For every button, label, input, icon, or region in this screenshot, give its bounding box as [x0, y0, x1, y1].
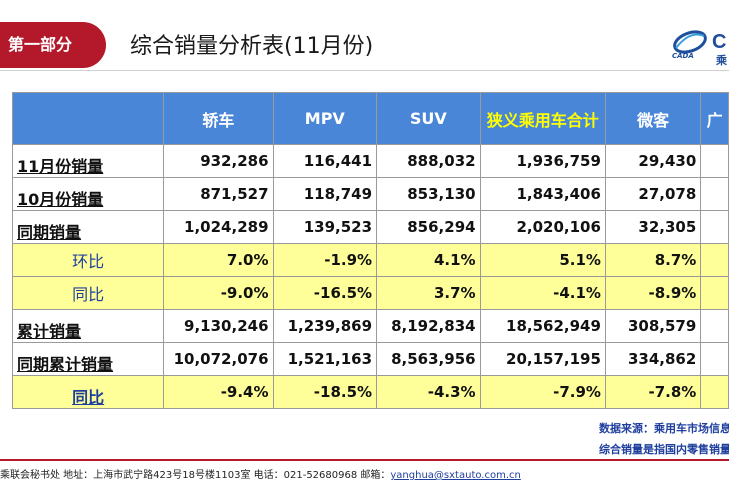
row-label: 同期累计销量 — [11, 342, 165, 376]
page-title: 综合销量分析表(11月份) — [130, 34, 374, 59]
table-cell — [700, 276, 729, 310]
table-cell: 20,157,195 — [479, 342, 606, 376]
table-cell: 2,020,106 — [479, 210, 606, 244]
header-cell-sedan: 轿车 — [163, 92, 274, 145]
sales-analysis-table: 轿车 MPV SUV 狭义乘用车合计 微客 广 11月份销量 932,286 1… — [11, 92, 729, 409]
table-cell: -7.8% — [604, 375, 702, 409]
table-cell: 116,441 — [272, 144, 378, 178]
logo-text: CADA — [672, 52, 694, 60]
table-cell — [700, 375, 729, 409]
row-label: 10月份销量 — [11, 177, 165, 211]
table-cell: 29,430 — [604, 144, 702, 178]
table-cell — [700, 144, 729, 178]
logo-swoosh-icon: C — [673, 30, 726, 54]
table-cell: 8.7% — [604, 243, 702, 277]
row-label: 同比 — [11, 276, 165, 310]
definition-note: 综合销量是指国内零售销量 — [599, 443, 729, 456]
table-cell: 8,192,834 — [376, 309, 481, 343]
row-label: 同期销量 — [11, 210, 165, 244]
table-cell: 139,523 — [272, 210, 378, 244]
table-cell: 853,130 — [376, 177, 481, 211]
table-cell: -9.0% — [163, 276, 274, 310]
header-cell-minivan: 微客 — [604, 92, 702, 145]
footer-address: 乘联会秘书处 地址：上海市武宁路423号18号楼1103室 电话：021-526… — [0, 470, 391, 481]
header-cell-cut: 广 — [700, 92, 729, 145]
row-label: 环比 — [11, 243, 165, 277]
cpca-logo: C CADA 乘 — [668, 26, 729, 68]
table-cell: -18.5% — [272, 375, 378, 409]
svg-text:C: C — [712, 31, 726, 53]
row-label: 累计销量 — [11, 309, 165, 343]
section-tab: 第一部分 — [0, 22, 106, 68]
row-label: 11月份销量 — [11, 144, 165, 178]
table-cell: 1,936,759 — [479, 144, 606, 178]
table-row: 10月份销量 871,527 118,749 853,130 1,843,406… — [11, 177, 729, 211]
table-cell — [700, 210, 729, 244]
table-cell: 1,843,406 — [479, 177, 606, 211]
table-cell: 32,305 — [604, 210, 702, 244]
table-cell — [700, 243, 729, 277]
table-cell: 5.1% — [479, 243, 606, 277]
footer: 乘联会秘书处 地址：上海市武宁路423号18号楼1103室 电话：021-526… — [0, 466, 521, 481]
table-cell: 18,562,949 — [479, 309, 606, 343]
logo-cn-text: 乘 — [716, 54, 727, 67]
table-cell: 932,286 — [163, 144, 274, 178]
table-row: 环比 7.0% -1.9% 4.1% 5.1% 8.7% — [11, 243, 729, 277]
table-cell: 7.0% — [163, 243, 274, 277]
table-header-row: 轿车 MPV SUV 狭义乘用车合计 微客 广 — [11, 92, 729, 145]
table-cell — [700, 342, 729, 376]
table-row: 累计销量 9,130,246 1,239,869 8,192,834 18,56… — [11, 309, 729, 343]
table-cell: 856,294 — [376, 210, 481, 244]
table-row: 11月份销量 932,286 116,441 888,032 1,936,759… — [11, 144, 729, 178]
table-cell — [700, 177, 729, 211]
table-cell: 1,024,289 — [163, 210, 274, 244]
header-divider — [0, 70, 729, 71]
row-label: 同比 — [11, 375, 165, 409]
table-cell — [700, 309, 729, 343]
table-cell: -1.9% — [272, 243, 378, 277]
table-cell: 9,130,246 — [163, 309, 274, 343]
table-cell: 334,862 — [604, 342, 702, 376]
source-note: 数据来源：乘用车市场信息 — [599, 422, 729, 435]
table-cell: 1,239,869 — [272, 309, 378, 343]
table-cell: 4.1% — [376, 243, 481, 277]
header-cell-total: 狭义乘用车合计 — [479, 92, 606, 145]
footer-email-link[interactable]: yanghua@sxtauto.com.cn — [390, 470, 521, 481]
table-cell: 10,072,076 — [163, 342, 274, 376]
table-cell: 1,521,163 — [272, 342, 378, 376]
table-cell: 118,749 — [272, 177, 378, 211]
header-cell-mpv: MPV — [272, 92, 378, 145]
table-cell: -4.1% — [479, 276, 606, 310]
table-cell: -8.9% — [604, 276, 702, 310]
footer-divider — [0, 459, 729, 461]
table-cell: 8,563,956 — [376, 342, 481, 376]
table-cell: 3.7% — [376, 276, 481, 310]
table-cell: 888,032 — [376, 144, 481, 178]
table-row: 同期销量 1,024,289 139,523 856,294 2,020,106… — [11, 210, 729, 244]
table-cell: 27,078 — [604, 177, 702, 211]
table-cell: -16.5% — [272, 276, 378, 310]
table-row: 同期累计销量 10,072,076 1,521,163 8,563,956 20… — [11, 342, 729, 376]
table-cell: -7.9% — [479, 375, 606, 409]
header-cell-suv: SUV — [376, 92, 481, 145]
table-cell: 871,527 — [163, 177, 274, 211]
table-row: 同比 -9.0% -16.5% 3.7% -4.1% -8.9% — [11, 276, 729, 310]
table-cell: 308,579 — [604, 309, 702, 343]
table-cell: -4.3% — [376, 375, 481, 409]
table-cell: -9.4% — [163, 375, 274, 409]
header-cell-corner — [11, 92, 165, 145]
table-row: 同比 -9.4% -18.5% -4.3% -7.9% -7.8% — [11, 375, 729, 409]
